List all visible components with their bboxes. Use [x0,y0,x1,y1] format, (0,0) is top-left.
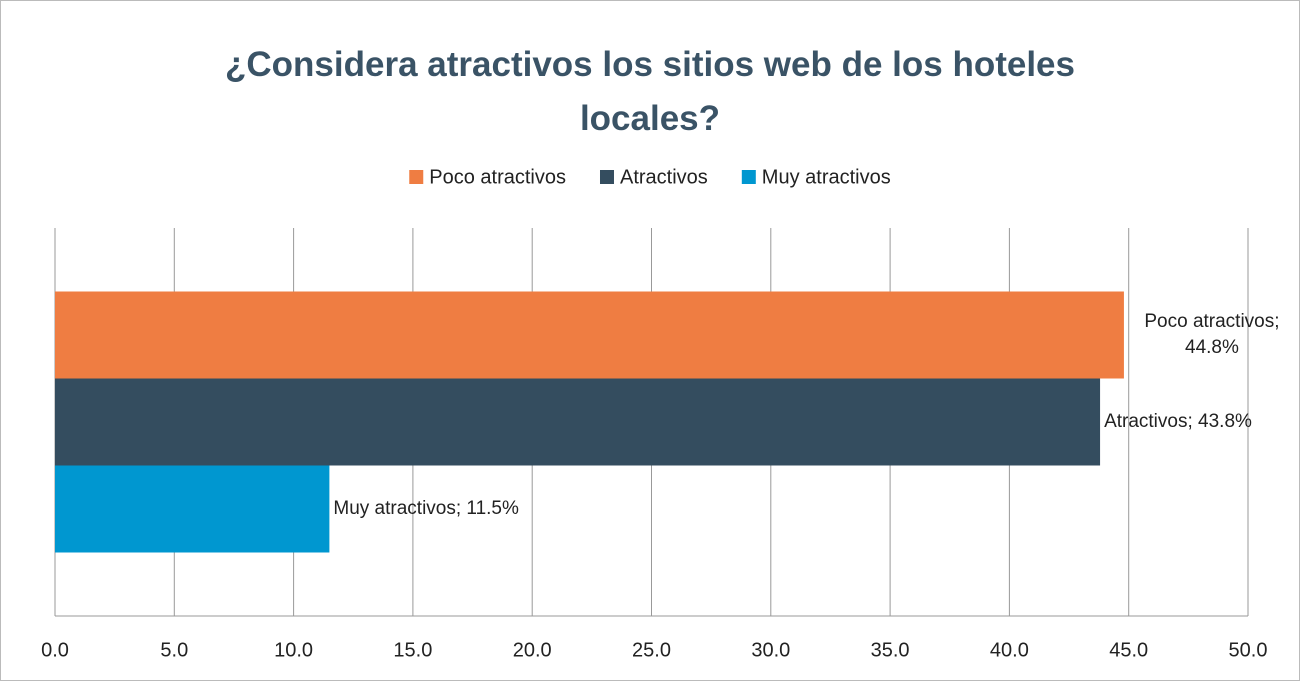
bar [55,465,330,553]
x-tick-label: 45.0 [1109,639,1148,661]
x-tick-label: 25.0 [632,639,671,661]
data-label: Poco atractivos; 44.8% [1144,311,1280,358]
chart-title: ¿Considera atractivos los sitios web de … [225,45,1075,138]
legend-label: Atractivos [620,166,708,188]
x-tick-label: 15.0 [393,639,432,661]
x-tick-label: 20.0 [513,639,552,661]
x-tick-label: 35.0 [871,639,910,661]
x-tick-label: 10.0 [274,639,313,661]
bar [55,378,1101,466]
legend-label: Poco atractivos [429,166,566,188]
x-tick-label: 40.0 [990,639,1029,661]
legend-swatch [741,170,756,184]
legend-swatch [599,170,614,184]
data-label: Atractivos; 43.8% [1104,411,1252,432]
legend-label: Muy atractivos [762,166,891,188]
x-tick-label: 30.0 [751,639,790,661]
x-tick-label: 50.0 [1229,639,1268,661]
data-label: Muy atractivos; 11.5% [333,498,519,519]
bar [55,291,1124,379]
legend-swatch [409,170,424,184]
x-tick-label: 0.0 [41,639,69,661]
x-tick-label: 5.0 [160,639,188,661]
